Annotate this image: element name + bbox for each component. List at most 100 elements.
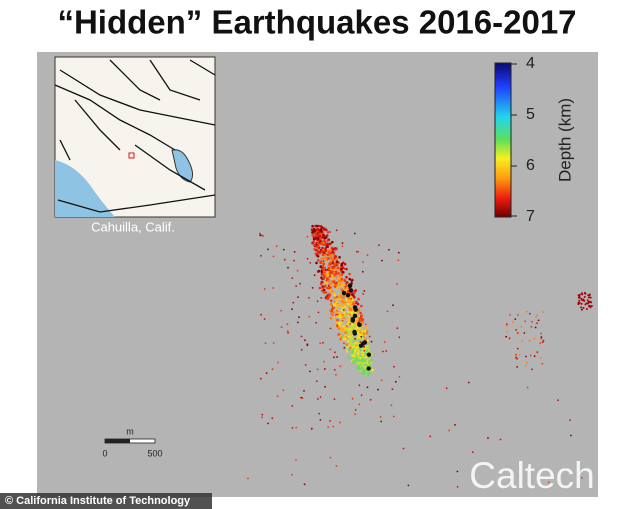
quake-dot — [471, 451, 474, 453]
quake-dot — [335, 260, 339, 264]
quake-dot — [514, 358, 517, 360]
quake-dot — [377, 388, 379, 391]
quake-dot — [528, 339, 531, 342]
quake-dot — [326, 270, 330, 274]
quake-dot — [333, 264, 337, 267]
quake-dot — [335, 320, 339, 324]
quake-dot — [327, 295, 331, 299]
quake-dot — [301, 397, 304, 400]
quake-dot — [361, 270, 364, 273]
quake-dot — [333, 356, 335, 359]
quake-dot — [344, 287, 347, 291]
quake-dot — [345, 293, 351, 298]
quake-dot — [506, 330, 509, 333]
colorbar-tick-label: 6 — [526, 157, 535, 174]
quake-dot — [287, 331, 289, 334]
quake-dot — [334, 272, 338, 276]
quake-dot — [580, 306, 583, 309]
quake-dot — [487, 437, 489, 439]
quake-dot — [323, 227, 326, 230]
quake-dot — [324, 291, 328, 294]
quake-dot — [357, 336, 360, 339]
quake-dot — [590, 301, 593, 304]
quake-dot — [586, 299, 589, 302]
quake-dot — [589, 296, 592, 299]
quake-dot — [386, 310, 389, 313]
quake-dot — [319, 261, 322, 265]
quake-dot — [329, 231, 331, 233]
quake-dot — [320, 297, 323, 299]
quake-dot — [323, 253, 327, 257]
quake-dot — [367, 348, 370, 351]
quake-dot — [286, 323, 289, 326]
quake-dot — [357, 297, 360, 301]
quake-dot — [379, 416, 382, 418]
quake-dot — [530, 325, 533, 328]
quake-dot — [322, 268, 325, 272]
quake-dot — [518, 354, 521, 356]
quake-dot — [332, 316, 336, 319]
quake-dot — [332, 304, 336, 307]
quake-dot — [359, 367, 362, 371]
quake-dot — [309, 370, 311, 373]
quake-dot — [542, 311, 545, 313]
quake-dot — [364, 323, 367, 326]
quake-dot — [282, 389, 285, 392]
quake-dot — [330, 312, 333, 316]
quake-dot — [321, 273, 325, 276]
quake-dot — [331, 256, 335, 260]
quake-dot — [348, 331, 352, 335]
quake-dot — [392, 304, 394, 307]
quake-dot — [247, 477, 249, 480]
quake-dot — [327, 267, 331, 270]
quake-dot — [515, 356, 517, 359]
inset-map: Cahuilla, Calif. — [54, 56, 216, 234]
quake-dot — [349, 322, 352, 325]
quake-dot — [370, 340, 373, 343]
quake-dot — [319, 419, 322, 421]
quake-dot — [322, 291, 326, 294]
quake-dot — [343, 346, 346, 349]
quake-dot — [360, 314, 363, 318]
quake-dot — [304, 364, 307, 366]
quake-dot — [349, 313, 352, 317]
quake-dot — [260, 254, 262, 257]
quake-dot — [323, 236, 327, 240]
quake-dot — [584, 303, 587, 306]
quake-dot — [326, 242, 329, 246]
quake-dot — [383, 341, 386, 343]
quake-dot — [368, 335, 371, 338]
quake-dot — [380, 379, 383, 382]
quake-dot — [590, 305, 593, 307]
quake-dot — [330, 258, 334, 262]
quake-dot — [320, 257, 323, 261]
quake-dot — [260, 234, 263, 237]
quake-dot — [271, 417, 274, 420]
scale-bar-segment — [105, 439, 130, 443]
quake-dot — [311, 224, 314, 228]
quake-dot — [334, 247, 337, 250]
quake-dot — [259, 234, 262, 237]
quake-dot — [526, 310, 528, 313]
quake-dot — [335, 287, 338, 291]
quake-dot — [382, 350, 384, 353]
quake-dot — [358, 403, 361, 406]
quake-dot — [331, 274, 334, 277]
quake-dot — [336, 324, 339, 327]
quake-dot — [396, 283, 399, 285]
quake-dot — [261, 416, 263, 419]
quake-dot — [339, 421, 341, 424]
quake-dot — [326, 277, 329, 281]
quake-dot — [317, 259, 320, 262]
quake-dot — [327, 257, 330, 260]
quake-dot — [321, 243, 325, 246]
quake-dot — [396, 327, 399, 330]
quake-dot — [350, 342, 354, 346]
quake-dot — [353, 339, 357, 342]
quake-dot — [354, 409, 357, 411]
quake-dot — [321, 246, 324, 250]
quake-dot — [262, 235, 265, 237]
colorbar: 4 5 6 7 Depth (km) — [494, 55, 574, 225]
quake-dot — [345, 268, 348, 271]
quake-dot — [333, 291, 336, 295]
